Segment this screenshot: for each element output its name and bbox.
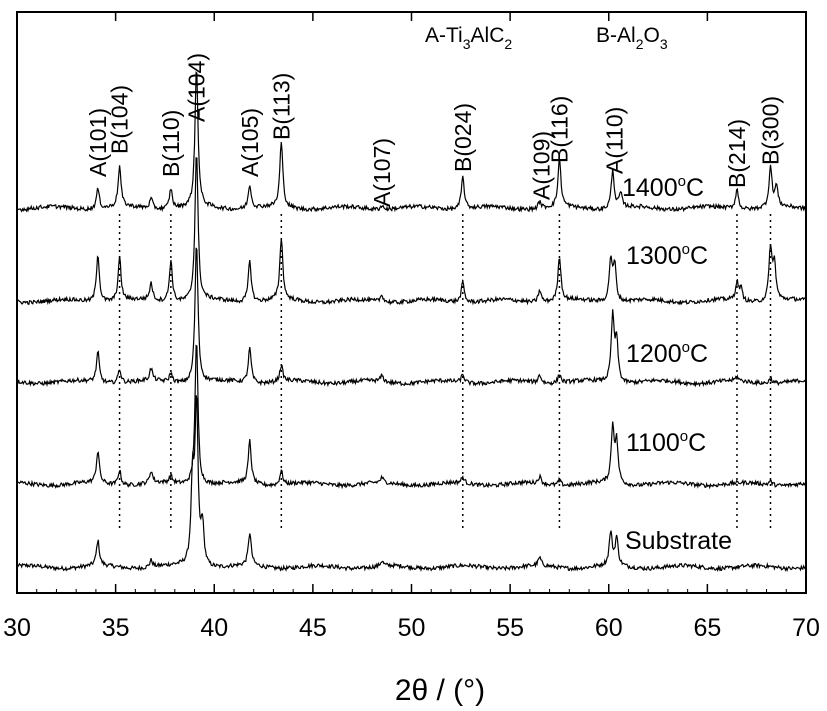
series-label-1100-c: 1100oC <box>626 428 706 457</box>
x-tick-label: 55 <box>496 614 524 642</box>
x-tick-label: 30 <box>3 614 31 642</box>
peak-label-b-113: B(113) <box>268 73 294 140</box>
series-label-1400-c: 1400oC <box>622 173 704 202</box>
series-label-substrate: Substrate <box>625 527 732 555</box>
trace-1200-c <box>16 247 807 388</box>
peak-label-a-109: A(109) <box>529 131 555 200</box>
legend-entry-b: B-Al2O3 <box>596 24 668 52</box>
peak-label-b-300: B(300) <box>757 96 783 165</box>
x-tick-label: 45 <box>299 614 327 642</box>
series-label-1300-c: 1300oC <box>626 241 708 270</box>
x-tick-label: 60 <box>595 614 623 642</box>
x-axis-ticks: 30 35 40 45 50 55 60 65 70 <box>3 12 820 642</box>
peak-label-a-107: A(107) <box>369 138 395 207</box>
phase-legend: A-Ti3AlC2 B-Al2O3 <box>425 24 668 52</box>
peak-label-b-110: B(110) <box>158 110 184 177</box>
peak-label-b-104: B(104) <box>107 85 133 154</box>
x-axis-title: 2θ / (°) <box>395 674 485 707</box>
peak-label-a-104: A(104) <box>183 53 209 122</box>
peak-label-a-110: A(110) <box>602 107 628 174</box>
peak-label-b-214: B(214) <box>724 119 750 188</box>
series-labels: Substrate 1100oC 1200oC 1300oC 1400oC <box>622 173 732 555</box>
trace-1100-c <box>16 344 807 490</box>
x-tick-label: 65 <box>693 614 721 642</box>
x-tick-label: 35 <box>102 614 130 642</box>
x-tick-label: 70 <box>792 614 820 642</box>
peak-label-a-101: A(101) <box>85 108 111 177</box>
series-label-1200-c: 1200oC <box>626 339 708 368</box>
trace-1400-c <box>16 71 807 213</box>
x-tick-label: 40 <box>200 614 228 642</box>
peak-label-b-024: B(024) <box>450 103 476 172</box>
peak-label-a-105: A(105) <box>237 108 263 177</box>
peak-labels: A(101)B(104) B(110)A(104) A(105)B(113) A(10… <box>85 53 784 207</box>
trace-1300-c <box>16 157 807 306</box>
peak-label-b-116: B(116) <box>546 96 572 163</box>
trace-substrate <box>16 395 807 573</box>
legend-entry-a: A-Ti3AlC2 <box>425 24 512 52</box>
x-tick-label: 50 <box>398 614 426 642</box>
xrd-traces <box>16 71 807 573</box>
